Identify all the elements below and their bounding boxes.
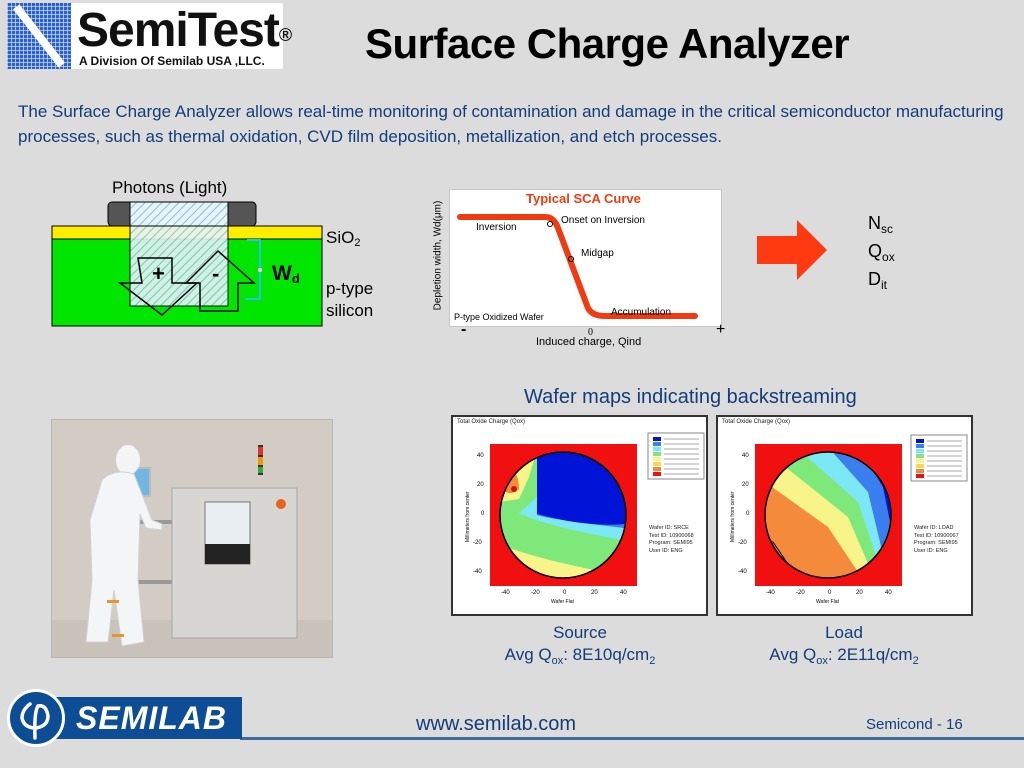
sca-instrument-photo: [51, 419, 333, 658]
svg-text:+: +: [152, 261, 165, 286]
wafer-map-info: Wafer ID: LOAD Test ID: 10900067 Program…: [914, 525, 959, 554]
svg-text:20: 20: [591, 590, 598, 596]
onset-annotation: Onset on Inversion: [561, 215, 645, 226]
page-title: Surface Charge Analyzer: [365, 20, 850, 67]
svg-text:-40: -40: [501, 590, 510, 596]
semitest-logo-subtitle: A Division Of Semilab USA ,LLC.: [79, 54, 265, 68]
semitest-grid-icon: [7, 3, 71, 69]
midgap-annotation: Midgap: [581, 248, 614, 259]
footer-website-link[interactable]: www.semilab.com: [416, 713, 577, 735]
svg-text:-20: -20: [473, 540, 482, 546]
semilab-phi-icon: [7, 689, 65, 747]
wafer-map-title: Total Oxide Charge (Qox): [457, 419, 526, 425]
device-cross-section-diagram: + -: [51, 201, 323, 327]
sca-y-axis-label: Depletion width, Wd(μm): [432, 200, 444, 311]
svg-text:-40: -40: [738, 569, 747, 575]
svg-text:Millimeters from center: Millimeters from center: [465, 491, 471, 542]
svg-text:40: 40: [620, 590, 627, 596]
p-type-silicon-label: p-type silicon: [326, 279, 374, 320]
intro-paragraph: The Surface Charge Analyzer allows real-…: [18, 102, 1004, 146]
sca-x-tick-zero: 0: [588, 327, 593, 338]
svg-text:Wafer Flat: Wafer Flat: [816, 599, 839, 605]
sio2-label: SiO2: [326, 228, 361, 249]
param-dit: Dit: [868, 269, 887, 292]
svg-text:-: -: [212, 261, 219, 286]
svg-text:Wafer Flat: Wafer Flat: [551, 599, 574, 605]
svg-text:-20: -20: [531, 590, 540, 596]
param-qox: Qox: [868, 241, 895, 264]
svg-text:0: 0: [481, 511, 485, 517]
svg-text:-40: -40: [766, 590, 775, 596]
sca-chart-title: Typical SCA Curve: [526, 191, 641, 206]
param-nsc: Nsc: [868, 213, 893, 236]
semilab-logo-text: SEMILAB: [76, 700, 227, 736]
svg-text:0: 0: [563, 590, 567, 596]
wafer-map-info: Wafer ID: SRCE Test ID: 10900068 Program…: [649, 525, 694, 554]
wafer-map-title: Total Oxide Charge (Qox): [722, 419, 791, 425]
semitest-logo: SemiTest® A Division Of Semilab USA ,LLC…: [7, 3, 292, 69]
depletion-width-label: Wd: [272, 262, 300, 286]
svg-text:0: 0: [746, 511, 750, 517]
sca-x-tick-plus: +: [716, 321, 726, 338]
sca-curve-chart: Inversion Onset on Inversion Midgap Accu…: [449, 189, 722, 327]
semitest-logo-name: SemiTest®: [77, 4, 292, 57]
svg-text:-40: -40: [473, 569, 482, 575]
footer-divider: [240, 737, 1024, 740]
wafer-map-source: Total Oxide Charge (Qox) 40 20 0 -20 -40…: [451, 415, 708, 616]
svg-text:Millimeters from center: Millimeters from center: [730, 491, 736, 542]
svg-text:0: 0: [828, 590, 832, 596]
wafer-map-load: Total Oxide Charge (Qox) 40 20 0 -20 -40…: [716, 415, 973, 616]
svg-text:20: 20: [742, 482, 749, 488]
accumulation-annotation: Accumulation: [611, 307, 672, 318]
semilab-logo-box: [40, 697, 242, 739]
sca-x-tick-minus: -: [461, 321, 467, 338]
svg-text:20: 20: [856, 590, 863, 596]
photons-label: Photons (Light): [112, 178, 228, 197]
output-parameters: Nsc Qox Dit: [868, 212, 895, 296]
svg-text:40: 40: [885, 590, 892, 596]
svg-text:40: 40: [477, 453, 484, 459]
wafer-caption-source: Source Avg Qox: 8E10q/cm2: [504, 623, 656, 667]
right-arrow-icon: [757, 220, 827, 280]
wafer-maps-heading: Wafer maps indicating backstreaming: [524, 386, 857, 408]
svg-text:-20: -20: [738, 540, 747, 546]
wafer-caption-load: Load Avg Qox: 2E11q/cm2: [769, 623, 919, 667]
svg-text:20: 20: [477, 482, 484, 488]
footer-page-number: Semicond - 16: [866, 716, 963, 733]
svg-text:-20: -20: [796, 590, 805, 596]
wafer-type-annotation: P-type Oxidized Wafer: [454, 312, 544, 322]
sca-x-axis-label: Induced charge, Qind: [536, 336, 642, 348]
inversion-annotation: Inversion: [476, 222, 517, 233]
svg-text:40: 40: [742, 453, 749, 459]
